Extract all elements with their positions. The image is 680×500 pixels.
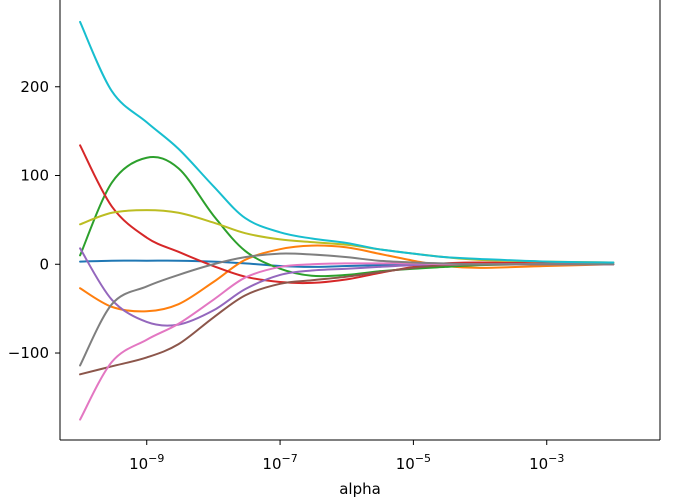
y-tick-label: 200: [20, 78, 49, 96]
y-tick-label: 100: [20, 167, 49, 185]
y-tick-label: 0: [39, 255, 49, 273]
series-line-2: [79, 244, 615, 313]
series-line-3: [79, 156, 615, 278]
x-tick-label: 10−3: [529, 452, 564, 473]
x-ticks: 10−9 10−7 10−5 10−3: [129, 440, 564, 473]
series-layer: [79, 20, 615, 421]
series-line-9: [79, 209, 615, 264]
x-axis-label: alpha: [339, 480, 381, 498]
x-tick-label: 10−5: [396, 452, 431, 473]
series-line-7: [79, 262, 615, 421]
axes-layer: [59, 0, 661, 441]
series-line-8: [79, 252, 615, 367]
x-tick-label: 10−9: [129, 452, 164, 473]
series-line-4: [79, 144, 615, 285]
y-tick-label: −100: [8, 344, 49, 362]
y-ticks: 200 100 0 −100: [8, 78, 60, 362]
series-line-10: [79, 20, 615, 264]
x-tick-label: 10−7: [262, 452, 297, 473]
